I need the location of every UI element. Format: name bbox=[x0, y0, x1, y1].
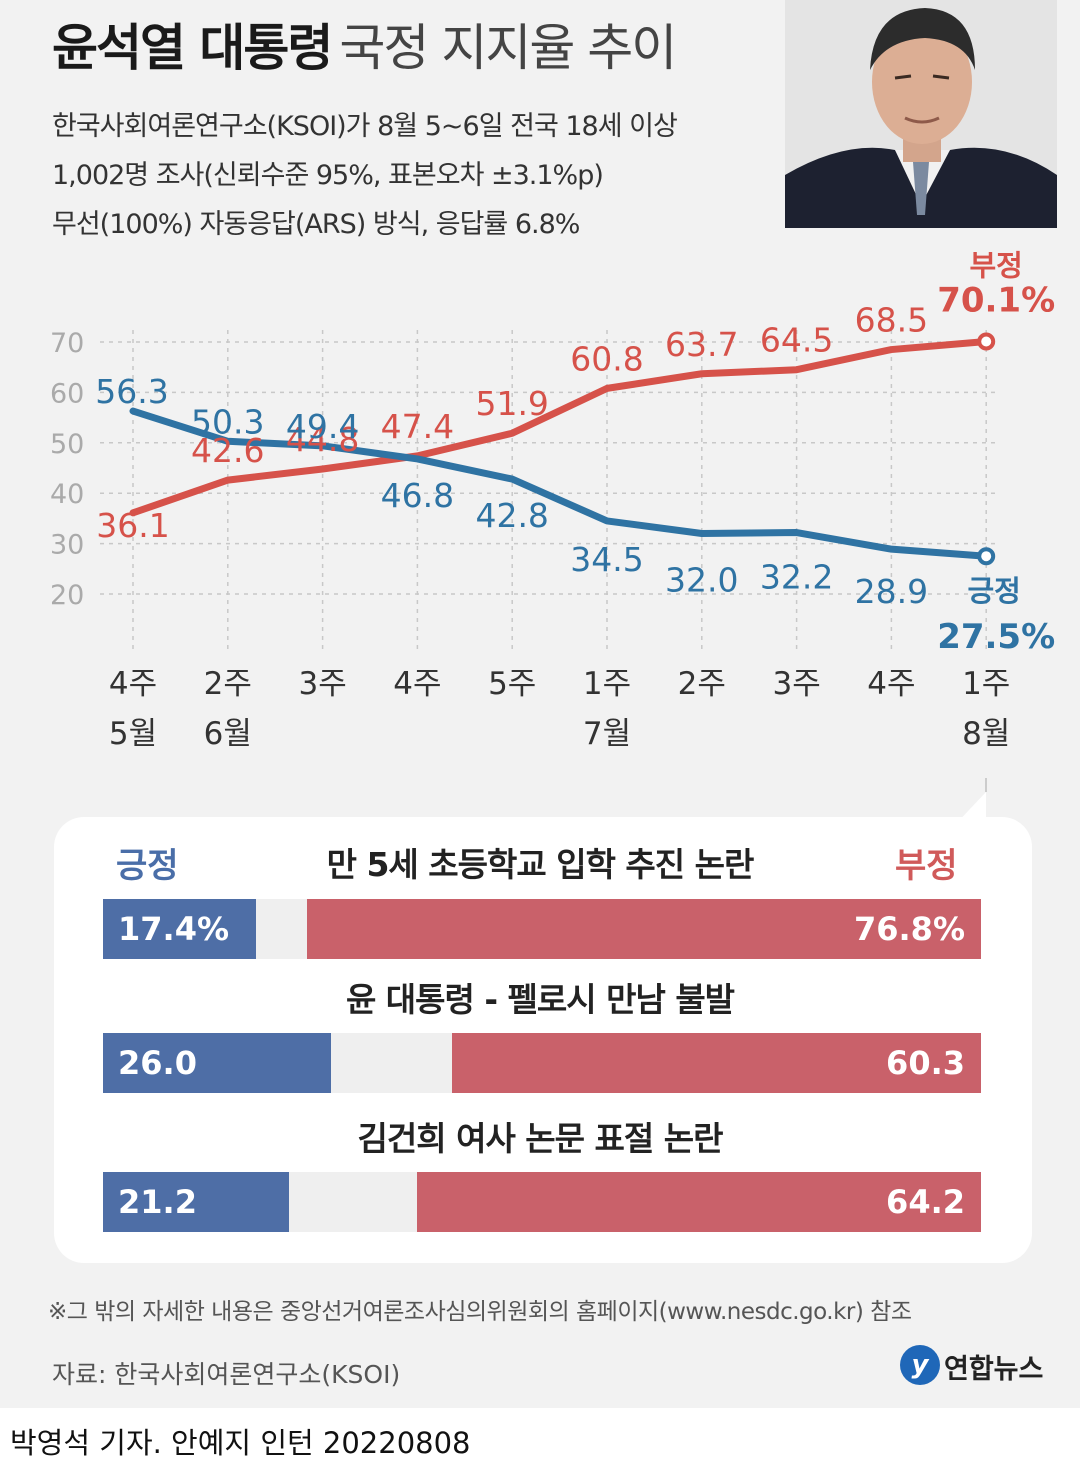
y-tick-label: 70 bbox=[50, 328, 84, 359]
title-light: 국정 지지율 추이 bbox=[339, 19, 677, 77]
data-label-positive: 49.4 bbox=[286, 407, 359, 446]
data-label-negative: 42.6 bbox=[191, 431, 264, 470]
bar-positive-label: 17.4% bbox=[118, 910, 230, 948]
endpoint-marker-negative bbox=[977, 332, 996, 351]
endpoint-marker-positive bbox=[977, 547, 996, 566]
x-tick-week: 3주 bbox=[772, 666, 820, 702]
x-tick-month: 5월 bbox=[109, 716, 157, 752]
survey-description: 한국사회여론연구소(KSOI)가 8월 5~6일 전국 18세 이상 1,002… bbox=[52, 102, 678, 249]
bar-positive bbox=[103, 899, 256, 959]
x-tick-week: 5주 bbox=[488, 666, 536, 702]
issue-question: 만 5세 초등학교 입학 추진 논란 bbox=[326, 845, 755, 884]
y-tick-label: 20 bbox=[50, 580, 84, 611]
data-label-negative: 63.7 bbox=[665, 325, 738, 364]
series-line-negative bbox=[129, 337, 990, 517]
bar-negative-label: 76.8% bbox=[853, 910, 965, 948]
issue-question: 윤 대통령 - 펠로시 만남 불발 bbox=[345, 980, 735, 1019]
logo-mark: y bbox=[900, 1345, 940, 1385]
x-tick-week: 3주 bbox=[298, 666, 346, 702]
data-label-negative: 64.5 bbox=[760, 321, 833, 360]
legend-positive: 긍정 bbox=[116, 846, 179, 886]
data-label-negative: 47.4 bbox=[381, 407, 454, 446]
x-tick-week: 1주 bbox=[962, 666, 1010, 702]
x-tick-week: 2주 bbox=[204, 666, 252, 702]
data-label-positive: 32.0 bbox=[665, 561, 738, 600]
bar-negative-label: 64.2 bbox=[886, 1183, 965, 1221]
desc-line-2: 1,002명 조사(신뢰수준 95%, 표본오차 ±3.1%p) bbox=[52, 160, 604, 191]
bar-positive bbox=[103, 1033, 332, 1093]
y-tick-label: 60 bbox=[50, 378, 84, 409]
trend-line-chart: 20 30 40 50 60 70 4주 5월 2주 6월 3주 4주 5주 1주 7월 2주 3주 4주 1주 8… bbox=[50, 248, 1055, 752]
credit: 박영석 기자. 안예지 인턴 20220808 bbox=[10, 1426, 471, 1460]
data-label-positive: 34.5 bbox=[570, 540, 643, 579]
data-label-negative: 44.8 bbox=[286, 420, 359, 459]
x-tick-week: 4주 bbox=[867, 666, 915, 702]
x-tick-week: 4주 bbox=[109, 666, 157, 702]
legend-negative: 부정 bbox=[895, 846, 958, 886]
desc-line-1: 한국사회여론연구소(KSOI)가 8월 5~6일 전국 18세 이상 bbox=[52, 111, 678, 142]
data-label-positive: 28.9 bbox=[855, 572, 928, 611]
issue-question: 김건희 여사 논문 표절 논란 bbox=[357, 1119, 724, 1158]
series-line-positive bbox=[129, 407, 990, 560]
issue-bar: 17.4% 76.8% bbox=[103, 899, 981, 959]
bar-negative bbox=[417, 1172, 981, 1232]
series-name-positive: 긍정 bbox=[968, 574, 1021, 608]
x-tick-week: 1주 bbox=[583, 666, 631, 702]
page-title: 윤석열 대통령 국정 지지율 추이 bbox=[52, 8, 677, 80]
y-tick-label: 30 bbox=[50, 530, 84, 561]
desc-line-3: 무선(100%) 자동응답(ARS) 방식, 응답률 6.8% bbox=[52, 209, 580, 240]
data-label-positive: 42.8 bbox=[475, 496, 548, 535]
data-label-positive: 46.8 bbox=[381, 476, 454, 515]
credit-band bbox=[0, 1408, 1080, 1468]
issue-bar: 21.2 64.2 bbox=[103, 1172, 981, 1232]
logo-text: 연합뉴스 bbox=[944, 1354, 1044, 1385]
data-label-positive: 32.2 bbox=[760, 558, 833, 597]
x-tick-month: 6월 bbox=[204, 716, 252, 752]
bar-negative bbox=[451, 1033, 981, 1093]
bar-positive-label: 26.0 bbox=[118, 1044, 197, 1082]
footnote: ※그 밖의 자세한 내용은 중앙선거여론조사심의위원회의 홈페이지(www.ne… bbox=[48, 1299, 912, 1325]
data-label-negative: 68.5 bbox=[855, 301, 928, 340]
y-tick-label: 40 bbox=[50, 479, 84, 510]
bar-positive bbox=[103, 1172, 290, 1232]
data-label-positive: 27.5% bbox=[937, 617, 1055, 657]
data-label-positive: 50.3 bbox=[191, 402, 264, 441]
x-tick-week: 4주 bbox=[393, 666, 441, 702]
data-label-positive: 56.3 bbox=[95, 372, 168, 411]
data-label-negative: 60.8 bbox=[570, 339, 643, 378]
x-tick-month: 7월 bbox=[583, 716, 631, 752]
bar-positive-label: 21.2 bbox=[118, 1183, 197, 1221]
data-label-negative: 70.1% bbox=[937, 280, 1055, 320]
y-tick-label: 50 bbox=[50, 429, 84, 460]
data-label-negative: 36.1 bbox=[96, 506, 169, 545]
issue-bar: 26.0 60.3 bbox=[103, 1033, 981, 1093]
x-tick-month: 8월 bbox=[962, 716, 1010, 752]
x-tick-week: 2주 bbox=[678, 666, 726, 702]
bar-negative bbox=[306, 899, 981, 959]
title-bold: 윤석열 대통령 bbox=[52, 19, 333, 77]
yonhap-logo: y 연합뉴스 bbox=[900, 1345, 1060, 1393]
bar-negative-label: 60.3 bbox=[886, 1044, 965, 1082]
president-photo bbox=[785, 0, 1057, 228]
source: 자료: 한국사회여론연구소(KSOI) bbox=[52, 1360, 401, 1389]
data-label-negative: 51.9 bbox=[475, 384, 548, 423]
series-name-negative: 부정 bbox=[970, 248, 1023, 282]
